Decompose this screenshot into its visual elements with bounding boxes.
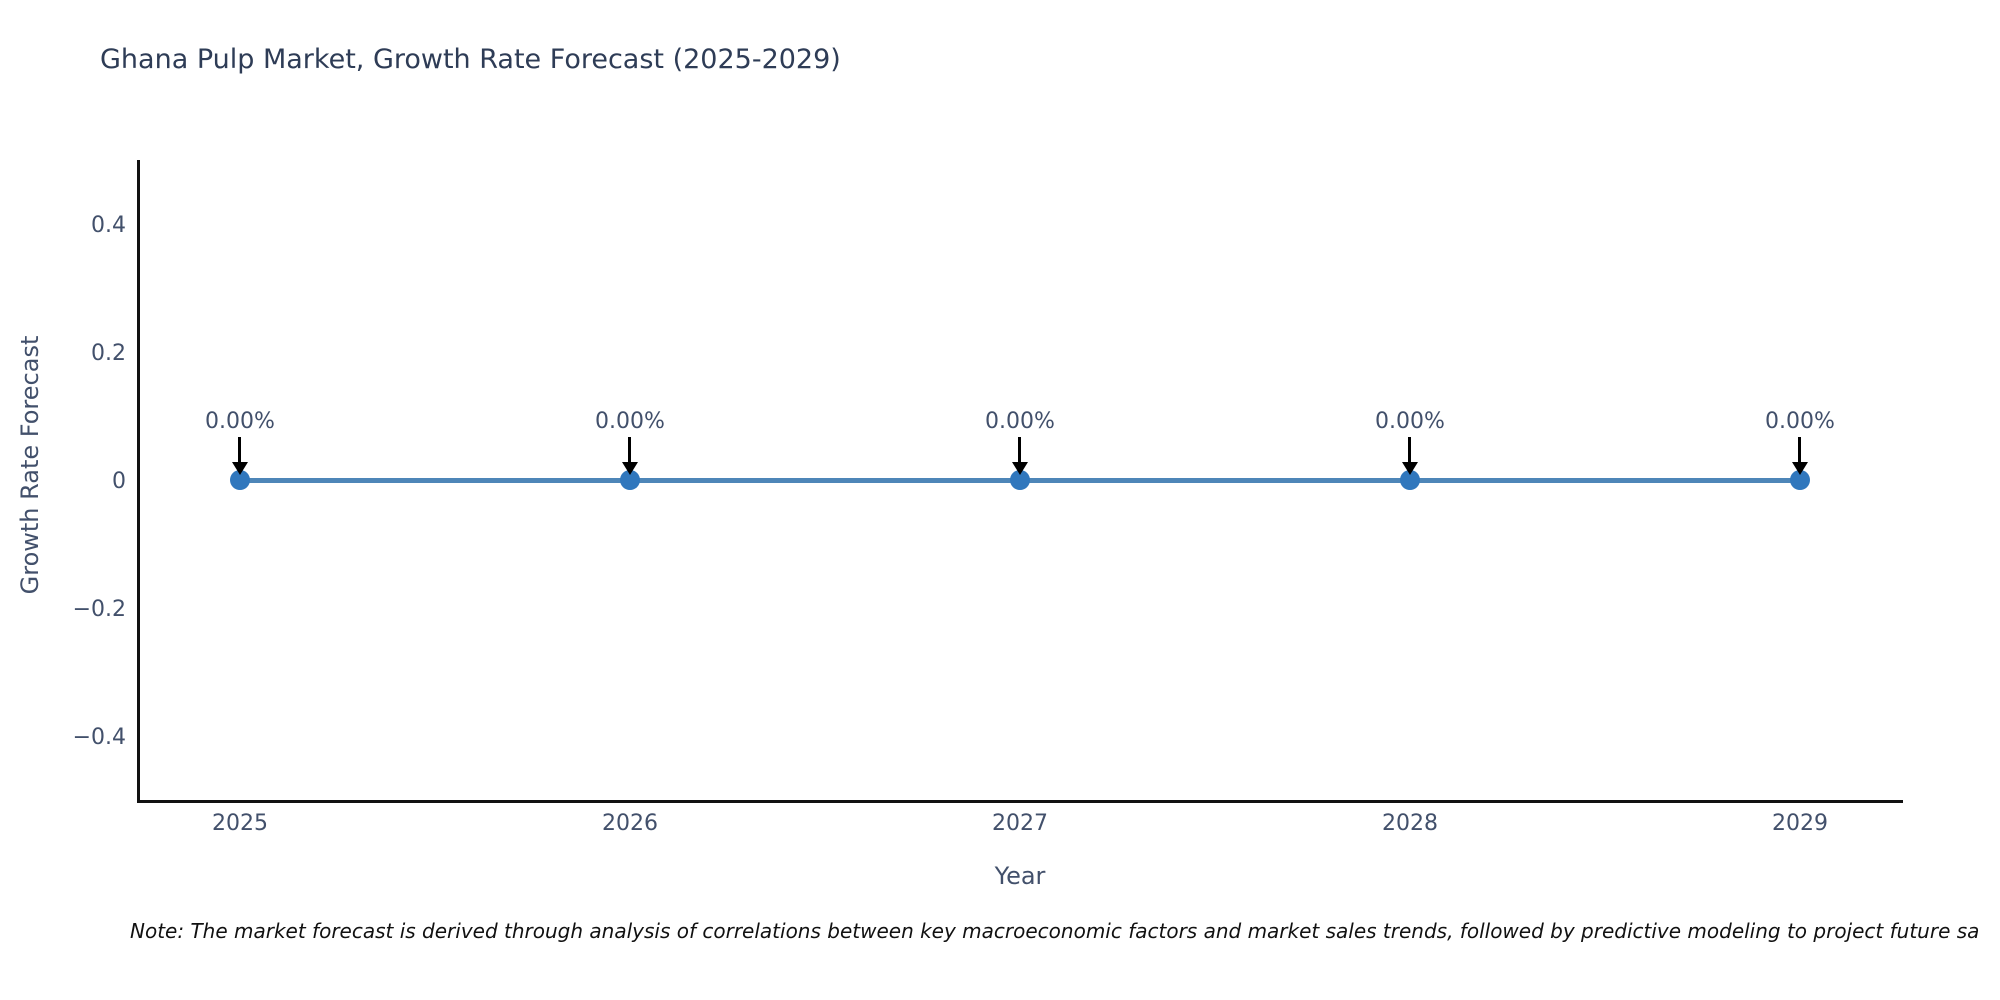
chart-title: Ghana Pulp Market, Growth Rate Forecast … bbox=[100, 44, 841, 75]
y-tick-label: −0.4 bbox=[72, 725, 126, 750]
data-point-label: 0.00% bbox=[1765, 409, 1835, 434]
annotation-arrow-stem bbox=[1408, 437, 1411, 463]
point-marker bbox=[230, 470, 250, 490]
x-axis-line bbox=[137, 800, 1903, 803]
data-point-label: 0.00% bbox=[1375, 409, 1445, 434]
arrow-down-icon bbox=[1012, 462, 1028, 475]
y-tick-label: −0.2 bbox=[72, 597, 126, 622]
x-tick-label: 2028 bbox=[1382, 811, 1438, 836]
point-marker bbox=[1010, 470, 1030, 490]
annotation-arrow-stem bbox=[1798, 437, 1801, 463]
arrow-down-icon bbox=[1792, 462, 1808, 475]
y-axis-title: Growth Rate Forecast bbox=[16, 335, 44, 595]
y-tick-label: 0.4 bbox=[91, 213, 126, 238]
y-axis-line bbox=[137, 160, 140, 803]
x-tick-label: 2026 bbox=[602, 811, 658, 836]
data-point-label: 0.00% bbox=[985, 409, 1055, 434]
arrow-down-icon bbox=[232, 462, 248, 475]
arrow-down-icon bbox=[622, 462, 638, 475]
x-tick-label: 2029 bbox=[1772, 811, 1828, 836]
annotation-arrow-stem bbox=[238, 437, 241, 463]
annotation-arrow-stem bbox=[628, 437, 631, 463]
footnote: Note: The market forecast is derived thr… bbox=[130, 919, 1980, 943]
y-tick-label: 0.2 bbox=[91, 341, 126, 366]
data-point-label: 0.00% bbox=[205, 409, 275, 434]
x-axis-title: Year bbox=[994, 862, 1046, 890]
y-tick-label: 0 bbox=[112, 469, 126, 494]
x-tick-label: 2025 bbox=[212, 811, 268, 836]
data-point-label: 0.00% bbox=[595, 409, 665, 434]
annotation-arrow-stem bbox=[1018, 437, 1021, 463]
x-tick-label: 2027 bbox=[992, 811, 1048, 836]
point-marker bbox=[620, 470, 640, 490]
point-marker bbox=[1790, 470, 1810, 490]
point-marker bbox=[1400, 470, 1420, 490]
arrow-down-icon bbox=[1402, 462, 1418, 475]
